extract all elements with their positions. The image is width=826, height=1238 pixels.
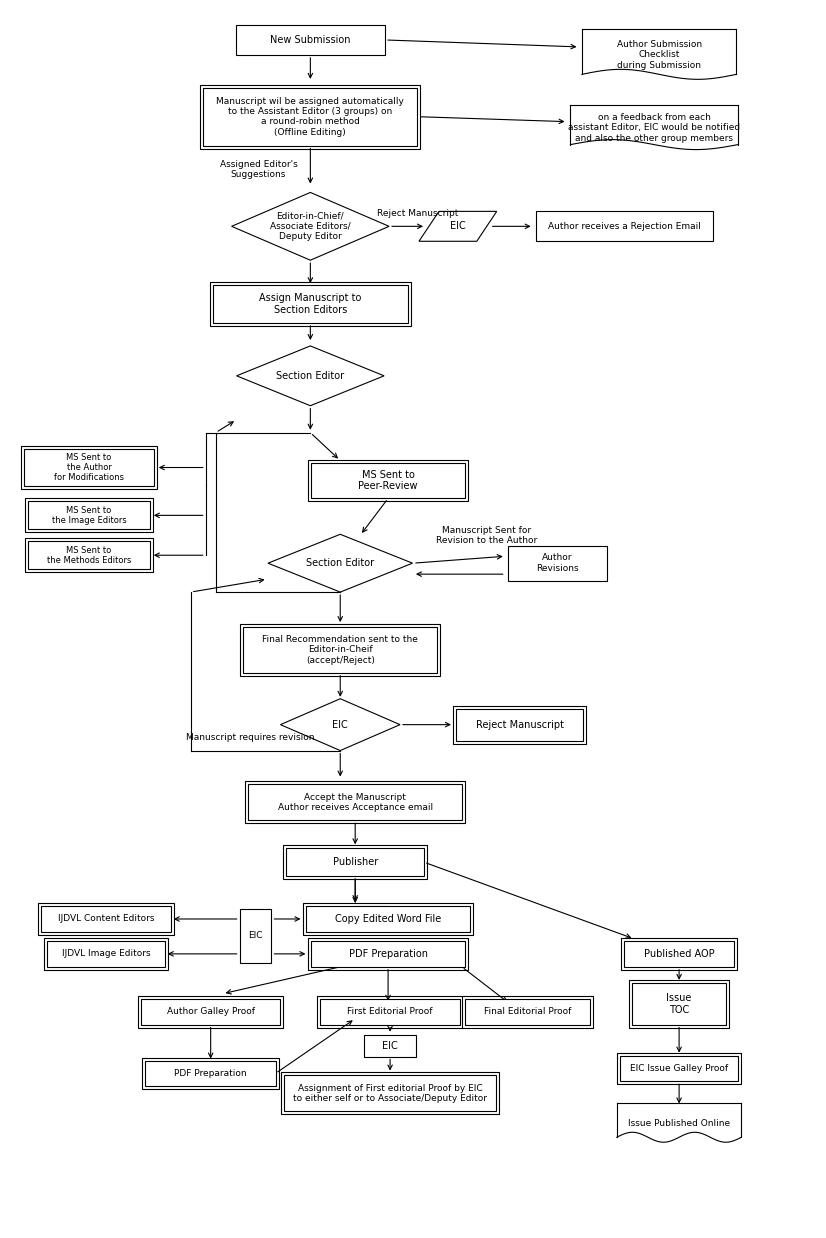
Bar bbox=[45, 938, 168, 969]
Text: Assign Manuscript to
Section Editors: Assign Manuscript to Section Editors bbox=[259, 293, 362, 314]
Bar bbox=[629, 979, 729, 1028]
Text: EIC: EIC bbox=[382, 1041, 398, 1051]
Text: Reject Manuscript: Reject Manuscript bbox=[377, 209, 458, 218]
Text: EIC Issue Galley Proof: EIC Issue Galley Proof bbox=[630, 1063, 729, 1073]
Text: Publisher: Publisher bbox=[333, 857, 377, 867]
Text: EIC: EIC bbox=[249, 931, 263, 941]
Text: MS Sent to
the Author
for Modifications: MS Sent to the Author for Modifications bbox=[54, 453, 124, 483]
Text: MS Sent to
the Methods Editors: MS Sent to the Methods Editors bbox=[47, 546, 131, 565]
Text: Final Editorial Proof: Final Editorial Proof bbox=[484, 1008, 572, 1016]
Bar bbox=[28, 541, 150, 569]
Bar bbox=[320, 999, 460, 1025]
Text: Author
Revisions: Author Revisions bbox=[536, 553, 579, 573]
Text: Copy Edited Word File: Copy Edited Word File bbox=[335, 914, 441, 924]
Bar bbox=[535, 212, 713, 241]
Text: IJDVL Image Editors: IJDVL Image Editors bbox=[62, 950, 150, 958]
Bar bbox=[47, 941, 165, 967]
Bar bbox=[235, 25, 385, 54]
Bar bbox=[632, 983, 726, 1025]
Bar bbox=[617, 1052, 741, 1084]
Text: Assignment of First editorial Proof by EIC
to either self or to Associate/Deputy: Assignment of First editorial Proof by E… bbox=[293, 1083, 487, 1103]
Polygon shape bbox=[281, 698, 400, 750]
Bar bbox=[453, 706, 586, 744]
Bar bbox=[308, 461, 468, 501]
Bar bbox=[240, 624, 440, 676]
Bar bbox=[308, 938, 468, 969]
Polygon shape bbox=[236, 345, 384, 406]
Text: Author Galley Proof: Author Galley Proof bbox=[167, 1008, 254, 1016]
Text: Issue Published Online: Issue Published Online bbox=[628, 1119, 730, 1128]
Text: MS Sent to
Peer-Review: MS Sent to Peer-Review bbox=[358, 469, 418, 491]
Bar bbox=[138, 995, 283, 1028]
Text: on a feedback from each
assistant Editor, EIC would be notified
and also the oth: on a feedback from each assistant Editor… bbox=[568, 113, 740, 142]
Bar bbox=[456, 708, 583, 740]
Text: Accept the Manuscript
Author receives Acceptance email: Accept the Manuscript Author receives Ac… bbox=[278, 792, 433, 812]
Bar bbox=[317, 995, 463, 1028]
Bar bbox=[463, 995, 593, 1028]
Text: Published AOP: Published AOP bbox=[643, 948, 714, 959]
Bar bbox=[141, 999, 281, 1025]
Bar bbox=[28, 501, 150, 530]
Text: New Submission: New Submission bbox=[270, 35, 350, 45]
Bar bbox=[245, 781, 465, 823]
Text: First Editorial Proof: First Editorial Proof bbox=[347, 1008, 433, 1016]
Bar bbox=[284, 1076, 496, 1112]
Text: Manuscript Sent for
Revision to the Author: Manuscript Sent for Revision to the Auth… bbox=[436, 526, 538, 545]
Text: Section Editor: Section Editor bbox=[276, 371, 344, 381]
Bar bbox=[240, 909, 272, 963]
Bar bbox=[243, 626, 438, 672]
Polygon shape bbox=[419, 212, 496, 241]
Bar bbox=[283, 846, 427, 879]
Text: Editor-in-Chief/
Associate Editors/
Deputy Editor: Editor-in-Chief/ Associate Editors/ Depu… bbox=[270, 212, 351, 241]
Bar bbox=[21, 446, 157, 489]
Text: PDF Preparation: PDF Preparation bbox=[174, 1068, 247, 1078]
Bar bbox=[303, 903, 473, 935]
Bar bbox=[311, 941, 465, 967]
Bar bbox=[213, 285, 407, 323]
Bar bbox=[145, 1061, 277, 1087]
Text: EIC: EIC bbox=[450, 222, 466, 232]
Text: Reject Manuscript: Reject Manuscript bbox=[476, 719, 563, 729]
Bar bbox=[38, 903, 173, 935]
Text: Final Recommendation sent to the
Editor-in-Cheif
(accept/Reject): Final Recommendation sent to the Editor-… bbox=[263, 635, 418, 665]
Text: IJDVL Content Editors: IJDVL Content Editors bbox=[58, 915, 154, 924]
Bar bbox=[24, 448, 154, 487]
Polygon shape bbox=[231, 192, 389, 260]
Text: Assigned Editor's
Suggestions: Assigned Editor's Suggestions bbox=[220, 160, 297, 180]
Bar bbox=[200, 84, 420, 149]
Bar bbox=[26, 499, 153, 532]
Bar bbox=[465, 999, 590, 1025]
Text: EIC: EIC bbox=[332, 719, 348, 729]
Bar bbox=[311, 463, 465, 498]
Bar bbox=[142, 1057, 279, 1089]
Bar bbox=[306, 906, 470, 932]
Bar bbox=[624, 941, 734, 967]
Polygon shape bbox=[268, 535, 412, 592]
Text: PDF Preparation: PDF Preparation bbox=[349, 948, 428, 959]
Bar bbox=[203, 88, 417, 146]
Bar bbox=[248, 785, 463, 821]
Bar bbox=[620, 1056, 738, 1082]
Bar bbox=[41, 906, 171, 932]
Text: Manuscript requires revision: Manuscript requires revision bbox=[187, 733, 315, 742]
Bar bbox=[287, 848, 424, 877]
Bar bbox=[508, 546, 607, 581]
Bar bbox=[26, 539, 153, 572]
Text: Manuscript wil be assigned automatically
to the Assistant Editor (3 groups) on
a: Manuscript wil be assigned automatically… bbox=[216, 97, 404, 136]
Bar bbox=[210, 282, 411, 326]
Bar bbox=[621, 938, 737, 969]
Bar bbox=[364, 1035, 416, 1056]
Text: Author receives a Rejection Email: Author receives a Rejection Email bbox=[548, 222, 700, 230]
Bar bbox=[282, 1072, 499, 1114]
Text: MS Sent to
the Image Editors: MS Sent to the Image Editors bbox=[52, 505, 126, 525]
Text: Section Editor: Section Editor bbox=[306, 558, 374, 568]
Text: Author Submission
Checklist
during Submission: Author Submission Checklist during Submi… bbox=[616, 40, 702, 69]
Text: Issue
TOC: Issue TOC bbox=[667, 993, 692, 1014]
